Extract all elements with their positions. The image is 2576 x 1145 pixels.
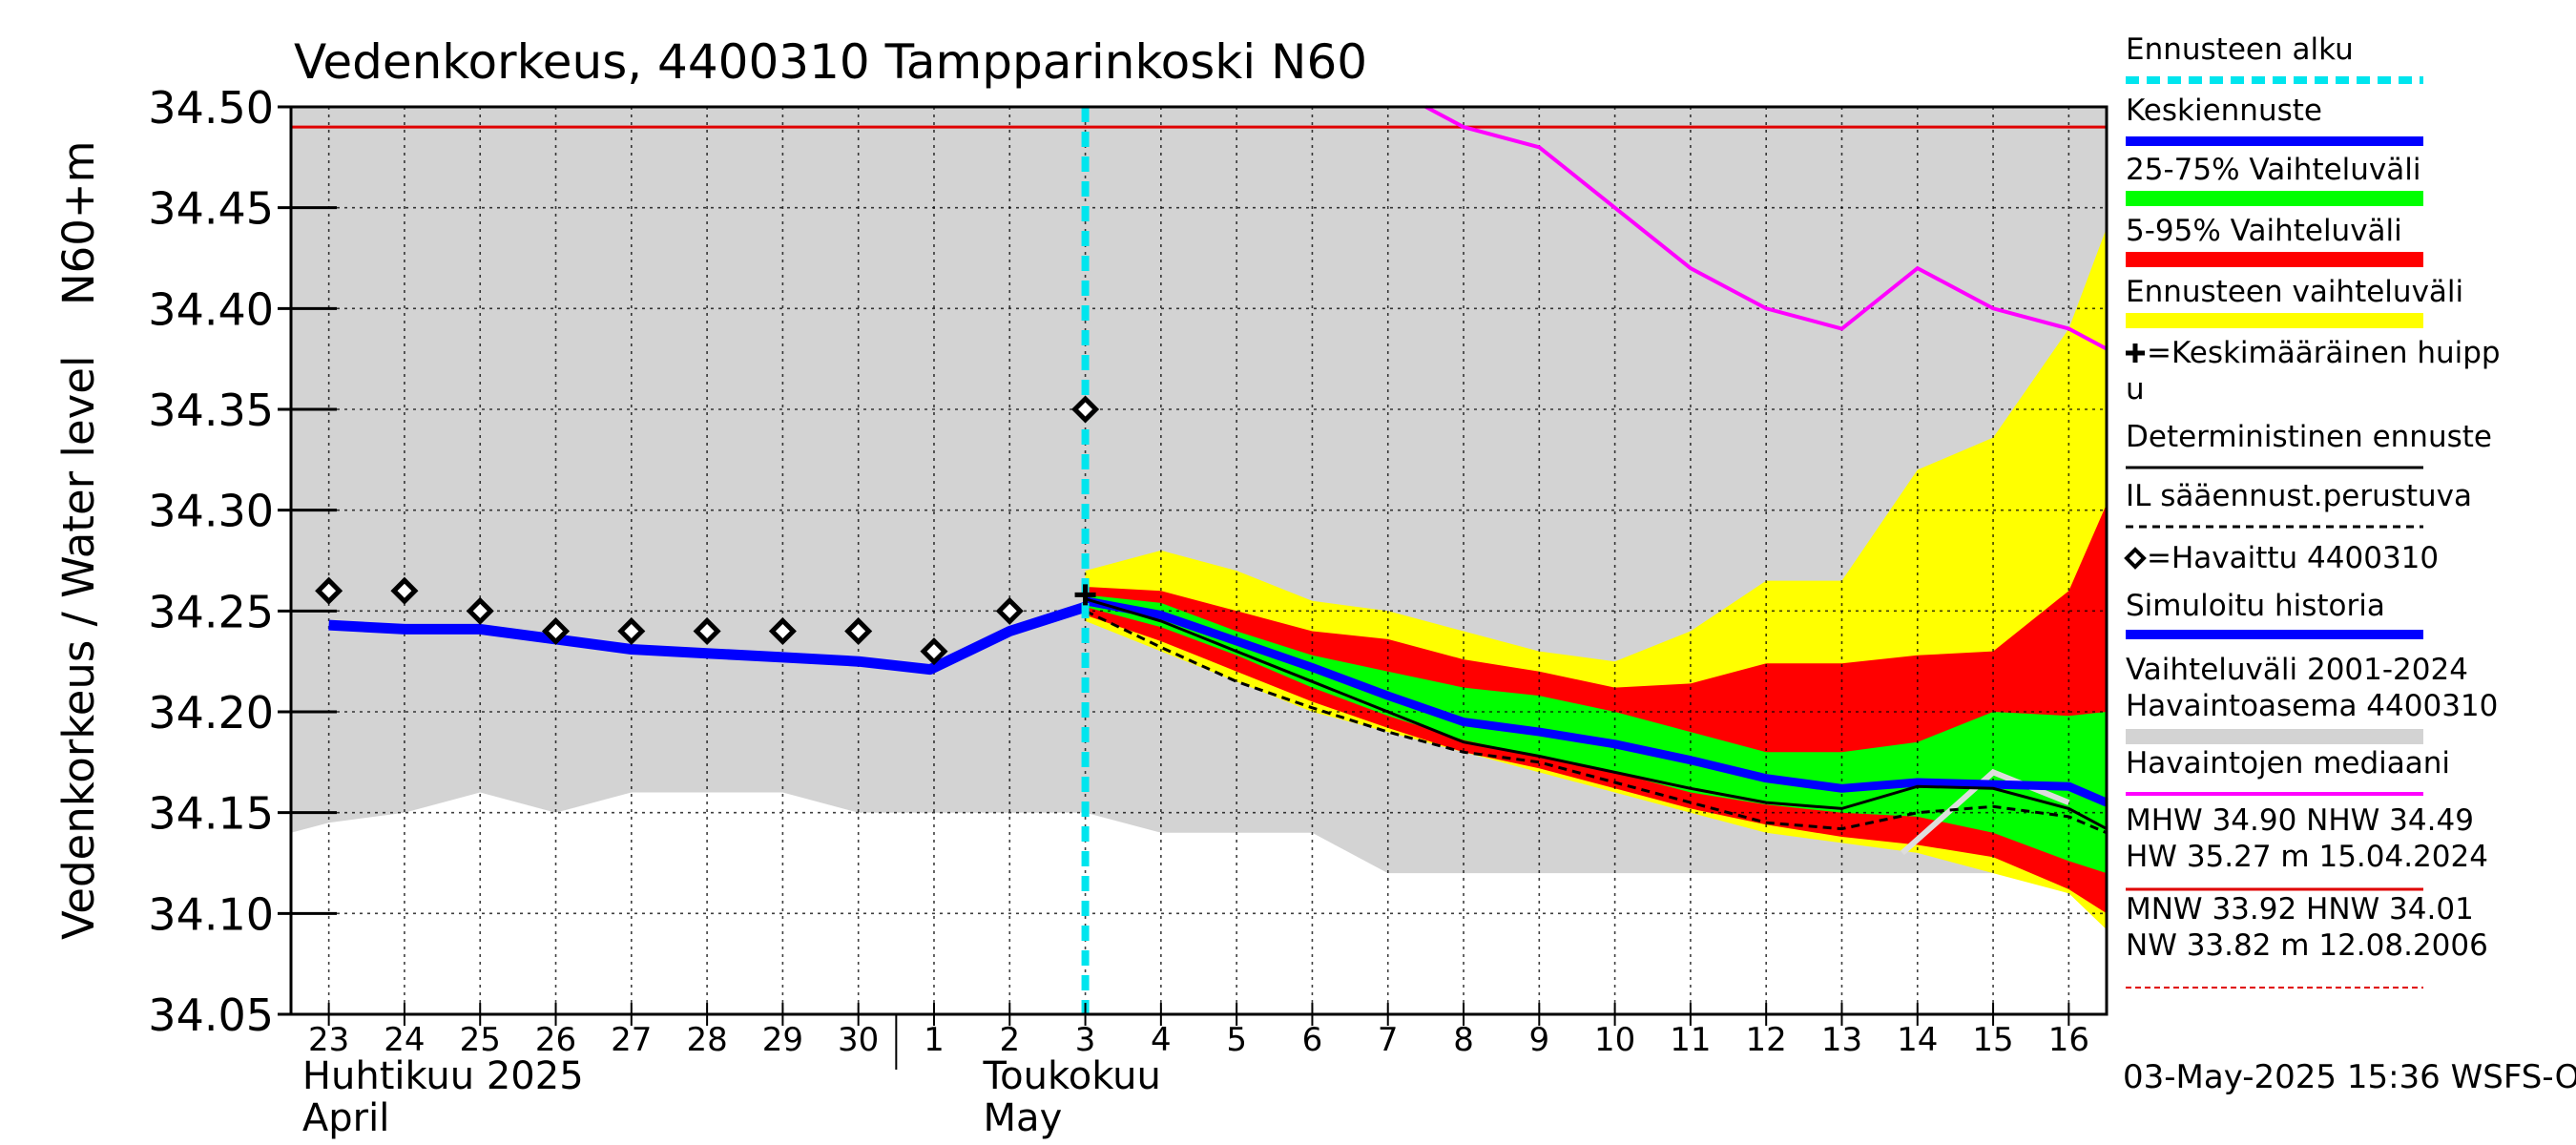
legend-label: =Havaittu 4400310 (2147, 541, 2439, 575)
y-axis-label: Vedenkorkeus / Water level (53, 356, 104, 940)
x-tick-label: 29 (762, 1021, 803, 1059)
observed-point (315, 576, 343, 605)
x-tick-label: 6 (1302, 1021, 1323, 1059)
legend-label: MNW 33.92 HNW 34.01 (2126, 892, 2474, 926)
legend-label: Simuloitu historia (2126, 589, 2385, 623)
x-tick-label: 13 (1821, 1021, 1862, 1059)
observed-point (844, 616, 873, 646)
observed-point (1071, 395, 1100, 424)
x-tick-label: 26 (535, 1021, 576, 1059)
legend-label: 25-75% Vaihteluväli (2126, 153, 2421, 187)
plot-frame (289, 105, 2109, 1016)
deterministic-forecast-line (1085, 597, 2108, 830)
legend-label: Ennusteen vaihteluväli (2126, 275, 2463, 309)
legend-label: MHW 34.90 NHW 34.49 (2126, 803, 2474, 838)
chart-title: Vedenkorkeus, 4400310 Tampparinkoski N60 (294, 34, 1367, 90)
legend-swatch-25-75 (2126, 191, 2423, 206)
legend-label: IL sääennust.perustuva (2126, 479, 2472, 513)
x-tick-label: 12 (1746, 1021, 1787, 1059)
observed-point (466, 596, 494, 625)
series-lines (291, 105, 2109, 1014)
median-observations-line (1424, 105, 2108, 351)
month-label-fi: Toukokuu (983, 1054, 1161, 1098)
x-tick-label: 24 (384, 1021, 425, 1059)
observed-point (768, 616, 797, 646)
il-forecast-line (1084, 609, 2108, 835)
month-label-en: April (302, 1096, 389, 1140)
legend-label-line2: NW 33.82 m 12.08.2006 (2126, 928, 2488, 963)
x-tick-label: 11 (1670, 1021, 1711, 1059)
observed-point (541, 616, 571, 646)
y-tick-label: 34.45 (148, 183, 274, 235)
y-tick-label: 34.10 (148, 888, 274, 940)
x-tick-label: 25 (460, 1021, 501, 1059)
x-tick-label: 28 (686, 1021, 727, 1059)
gray-trace-line (1900, 768, 2070, 856)
band-25-75 (1085, 594, 2107, 874)
month-label-en: May (984, 1096, 1063, 1140)
legend-label-line2: HW 35.27 m 15.04.2024 (2126, 840, 2488, 874)
axes: 34.50 34.45 34.40 34.35 34.30 34.25 34.20 34.15… (148, 82, 2109, 1140)
y-tick-label: 34.35 (148, 385, 274, 436)
mean-peak-marker (1074, 584, 1096, 606)
x-tick-label: 9 (1528, 1021, 1549, 1059)
x-tick-label: 2 (999, 1021, 1020, 1059)
y-tick-label: 34.20 (148, 687, 274, 739)
legend-label: Havaintojen mediaani (2126, 746, 2450, 781)
y-tick-label: 34.30 (148, 486, 274, 537)
x-tick-label: 15 (1972, 1021, 2013, 1059)
legend: Ennusteen alku Keskiennuste 25-75% Vaihtel… (2124, 32, 2501, 989)
timestamp: 03-May-2025 15:36 WSFS-O (2123, 1058, 2576, 1096)
x-tick-label: 23 (308, 1021, 349, 1059)
observed-point (390, 576, 419, 605)
x-tick-label: 14 (1897, 1021, 1938, 1059)
x-tick-label: 5 (1226, 1021, 1247, 1059)
grid-lines (291, 106, 2107, 1015)
y-tick-label: 34.40 (148, 283, 274, 335)
legend-label: Keskiennuste (2126, 94, 2322, 128)
x-tick-label: 3 (1075, 1021, 1096, 1059)
simulated-history-line (328, 601, 1088, 676)
legend-swatch-history (2126, 729, 2423, 744)
legend-label: Ennusteen alku (2126, 32, 2354, 67)
x-tick-label: 8 (1453, 1021, 1474, 1059)
legend-label: =Keskimääräinen huipp (2147, 336, 2501, 370)
x-tick-label: 27 (611, 1021, 652, 1059)
legend-swatch-5-95 (2126, 252, 2423, 267)
x-tick-label: 30 (838, 1021, 879, 1059)
month-label-fi: Huhtikuu 2025 (302, 1054, 584, 1098)
y-tick-label: 34.25 (148, 586, 274, 637)
x-tick-label: 7 (1378, 1021, 1399, 1059)
legend-swatch-range (2126, 313, 2423, 328)
legend-label-line2: u (2126, 372, 2145, 406)
mean-forecast-line (1084, 596, 2109, 807)
legend-label: 5-95% Vaihteluväli (2126, 214, 2402, 248)
y-tick-label: 34.15 (148, 788, 274, 840)
x-tick-label: 10 (1594, 1021, 1635, 1059)
x-tick-label: 1 (924, 1021, 945, 1059)
legend-label: Vaihteluväli 2001-2024 (2126, 653, 2468, 687)
x-tick-label: 16 (2048, 1021, 2089, 1059)
y-axis-unit: N60+m (53, 141, 104, 305)
x-tick-label: 4 (1151, 1021, 1172, 1059)
observed-point (995, 596, 1024, 625)
y-tick-label: 34.50 (148, 82, 274, 134)
legend-swatch-peak (2126, 344, 2145, 363)
observed-point (693, 616, 721, 646)
observed-markers (315, 395, 1100, 666)
legend-label-line2: Havaintoasema 4400310 (2126, 689, 2498, 723)
observed-point (617, 616, 646, 646)
y-tick-label: 34.05 (148, 989, 274, 1041)
legend-swatch-observed (2124, 547, 2147, 570)
observed-point (920, 637, 948, 666)
legend-label: Deterministinen ennuste (2126, 420, 2492, 454)
forecast-bands (291, 107, 2107, 930)
